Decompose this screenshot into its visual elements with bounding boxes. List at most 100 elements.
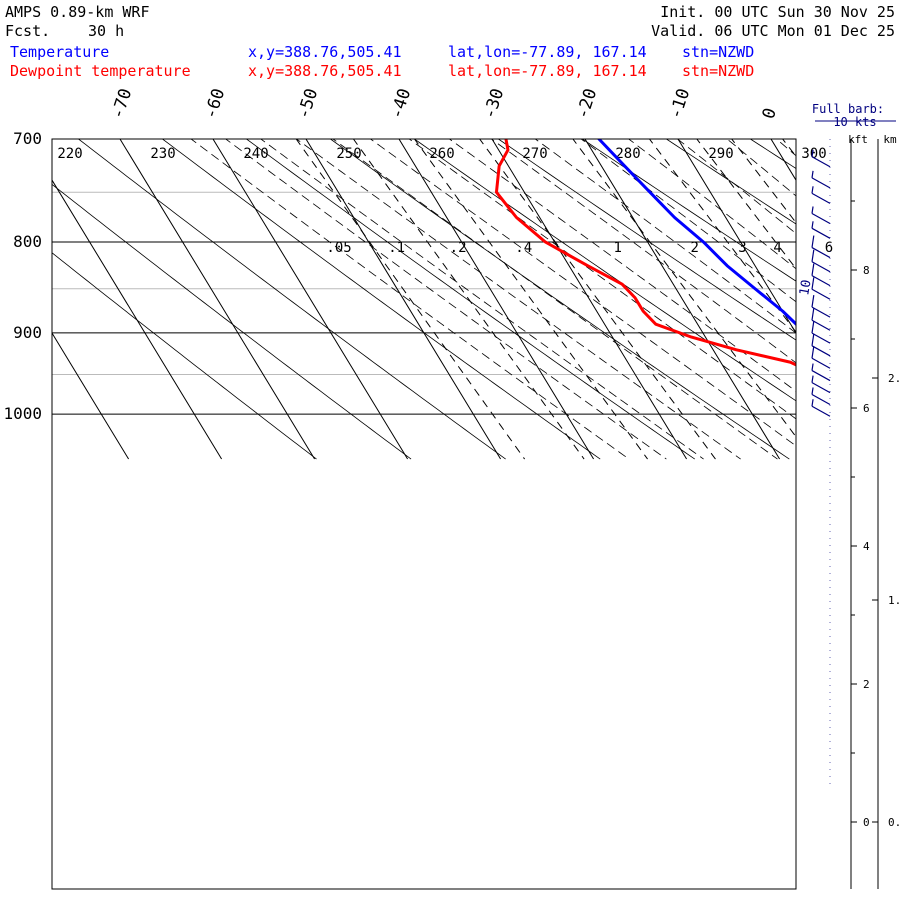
kft-axis-label: kft	[848, 133, 868, 146]
moist-adiabat--40	[190, 139, 630, 460]
wind-barb	[811, 363, 831, 382]
temperature-tick-label: -10	[666, 86, 695, 121]
mixing-ratio-label: .4	[515, 240, 532, 256]
mixing-ratio-label: .2	[450, 240, 467, 256]
isotherm--30	[491, 139, 688, 460]
moist-adiabat--20	[369, 139, 796, 447]
dry-adiabat-330	[890, 70, 900, 459]
moist-adiabat--36	[225, 139, 667, 460]
isotherm--90	[52, 332, 130, 460]
dry-adiabat-220	[77, 139, 506, 460]
mixing-ratio-label: .1	[388, 240, 405, 256]
moist-adiabat--32	[260, 139, 704, 460]
mixing-ratio-line	[731, 139, 796, 224]
legend-temperature-xy: x,y=388.76,505.41	[248, 43, 402, 61]
dry-adiabat-280	[581, 139, 796, 282]
wind-barb	[811, 346, 831, 369]
init-time: Init. 00 UTC Sun 30 Nov 25	[660, 3, 895, 21]
kft-tick-label: 6	[863, 402, 870, 415]
theta-label: 220	[57, 146, 82, 162]
moist-adiabat--24	[332, 139, 778, 460]
temperature-tick-label: -70	[108, 86, 137, 121]
moist-adiabat--8	[490, 139, 796, 364]
dry-adiabat-300	[749, 139, 796, 169]
moist-adiabat--4	[534, 139, 796, 334]
kft-tick-label: 8	[863, 264, 870, 277]
dry-adiabat-200	[52, 252, 317, 460]
legend-dewpoint-latlon: lat,lon=-77.89, 167.14	[448, 62, 647, 80]
legend-temperature-station: stn=NZWD	[682, 43, 755, 61]
mixing-ratio-line	[648, 139, 796, 333]
moist-adiabat-4	[628, 139, 796, 270]
pressure-tick-label: 800	[13, 232, 42, 251]
theta-label: 270	[522, 146, 547, 162]
forecast-label: Fcst.	[5, 22, 51, 40]
mixing-ratio-label: 1	[613, 240, 621, 256]
temperature-tick-label: -40	[387, 86, 416, 121]
legend-temperature-latlon: lat,lon=-77.89, 167.14	[448, 43, 647, 61]
moist-adiabat-8	[676, 139, 796, 234]
wind-barb	[811, 387, 831, 406]
km-axis-label: km	[883, 133, 897, 146]
temperature-tick-label: -20	[573, 86, 602, 121]
temperature-tick-label: -50	[294, 86, 323, 121]
dry-adiabat-290	[665, 139, 796, 225]
isotherm--50	[305, 139, 502, 460]
series-line-temperature	[597, 139, 796, 327]
temperature-tick-label: -30	[480, 86, 509, 121]
isotherm--80	[52, 179, 223, 460]
model-title: AMPS 0.89-km WRF	[5, 3, 150, 21]
moist-adiabat--28	[295, 139, 741, 460]
dry-adiabat-210	[52, 183, 412, 460]
pressure-tick-label: 900	[13, 323, 42, 342]
moist-adiabat-0	[580, 139, 796, 303]
wind-barb	[811, 295, 831, 318]
isotherm--20	[584, 139, 781, 460]
pressure-tick-label: 1000	[3, 404, 42, 423]
wind-barb-speed-label: 10	[797, 279, 814, 297]
mixing-ratio-line	[696, 139, 796, 270]
legend-dewpoint-station: stn=NZWD	[682, 62, 755, 80]
dry-adiabat-260	[413, 139, 796, 402]
wind-barb	[811, 186, 831, 204]
dry-adiabat-230	[161, 139, 601, 460]
mixing-ratio-label: 6	[825, 240, 833, 256]
wind-barb	[811, 263, 831, 287]
moist-adiabat--16	[408, 139, 796, 420]
legend-dewpoint-xy: x,y=388.76,505.41	[248, 62, 402, 80]
moist-adiabat--12	[448, 139, 796, 392]
legend-temperature-name: Temperature	[10, 43, 110, 61]
theta-label: 290	[708, 146, 733, 162]
wind-barb	[811, 399, 831, 417]
wind-barb	[811, 235, 831, 259]
theta-label: 280	[615, 146, 640, 162]
valid-time: Valid. 06 UTC Mon 01 Dec 25	[651, 22, 895, 40]
km-tick-label: 2.	[888, 372, 900, 385]
pressure-tick-label: 700	[13, 129, 42, 148]
theta-label: 260	[429, 146, 454, 162]
mixing-ratio-line	[352, 139, 585, 460]
temperature-tick-label: -60	[201, 86, 230, 121]
mixing-ratio-line	[781, 139, 796, 158]
wind-barb	[811, 375, 831, 394]
isotherm--40	[398, 139, 595, 460]
wind-barb	[811, 221, 831, 239]
theta-label: 230	[150, 146, 175, 162]
kft-tick-label: 0	[863, 816, 870, 829]
kft-tick-label: 2	[863, 678, 870, 691]
theta-label: 250	[336, 146, 361, 162]
wind-legend-line1: Full barb:	[812, 102, 884, 116]
wind-legend-line2: 10 kts	[833, 115, 876, 129]
mixing-ratio-line	[479, 139, 716, 460]
wind-barb	[811, 206, 831, 225]
dry-adiabat-270	[497, 139, 796, 341]
kft-tick-label: 4	[863, 540, 870, 553]
dry-adiabat-250	[329, 139, 790, 460]
mixing-ratio-label: .05	[326, 240, 351, 256]
isotherm--70	[119, 139, 316, 460]
wind-barb	[811, 277, 831, 300]
wind-barb	[811, 333, 831, 357]
forecast-hours: 30 h	[88, 22, 125, 40]
plot-frame	[51, 138, 797, 890]
